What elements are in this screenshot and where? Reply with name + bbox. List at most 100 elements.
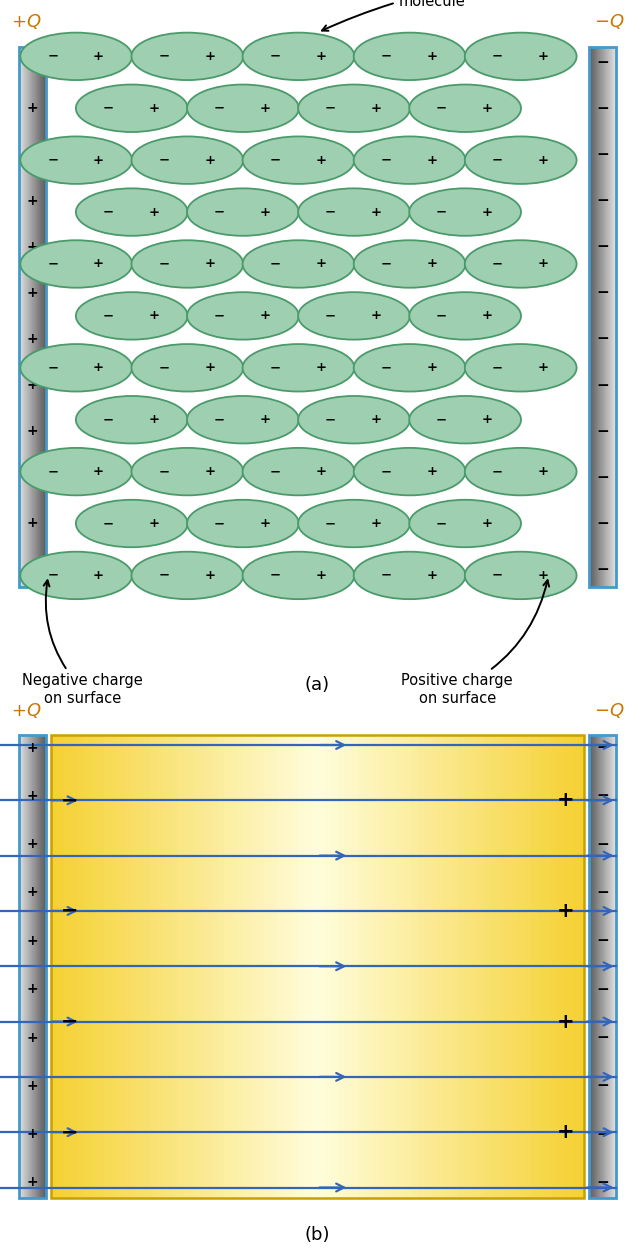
Ellipse shape: [298, 292, 410, 340]
Bar: [177, 735, 184, 1198]
Bar: [64, 735, 70, 1198]
Text: +: +: [27, 55, 38, 69]
Text: −: −: [380, 154, 392, 166]
Text: +: +: [149, 414, 159, 426]
Text: +: +: [27, 332, 38, 346]
Text: +: +: [27, 516, 38, 530]
Bar: [438, 735, 444, 1198]
Text: +: +: [27, 789, 38, 802]
Ellipse shape: [76, 189, 188, 236]
Text: +: +: [538, 154, 549, 166]
Text: −: −: [436, 310, 447, 322]
Text: −: −: [596, 55, 609, 70]
Bar: [497, 735, 504, 1198]
Text: −: −: [596, 1175, 609, 1190]
Bar: [431, 735, 438, 1198]
Ellipse shape: [409, 292, 521, 340]
Ellipse shape: [465, 32, 577, 80]
Text: −: −: [596, 1126, 609, 1141]
Text: +: +: [556, 1011, 574, 1031]
Text: −: −: [596, 378, 609, 392]
Text: −: −: [596, 934, 609, 949]
Bar: [451, 735, 457, 1198]
Bar: [457, 735, 464, 1198]
Text: −: −: [491, 465, 503, 478]
Bar: [271, 735, 277, 1198]
Text: −: −: [596, 192, 609, 208]
Text: +: +: [204, 50, 215, 62]
Text: +: +: [93, 50, 104, 62]
Ellipse shape: [187, 292, 299, 340]
Bar: [531, 735, 537, 1198]
Text: −: −: [47, 154, 58, 166]
Ellipse shape: [298, 85, 410, 132]
Bar: [491, 735, 497, 1198]
Ellipse shape: [187, 189, 299, 236]
Bar: [150, 735, 157, 1198]
Text: +: +: [27, 1030, 38, 1045]
Ellipse shape: [354, 344, 465, 391]
Bar: [277, 735, 284, 1198]
Text: −: −: [436, 205, 447, 219]
Text: −: −: [214, 310, 225, 322]
Text: −: −: [596, 285, 609, 300]
Ellipse shape: [298, 189, 410, 236]
Bar: [251, 735, 258, 1198]
Text: −: −: [325, 101, 336, 115]
Text: +: +: [204, 361, 215, 374]
Ellipse shape: [354, 551, 465, 599]
Ellipse shape: [465, 136, 577, 184]
Bar: [384, 735, 391, 1198]
Text: −: −: [491, 569, 503, 582]
Text: −: −: [596, 424, 609, 439]
Text: −: −: [380, 569, 392, 582]
Ellipse shape: [76, 500, 188, 548]
Bar: [91, 735, 97, 1198]
Text: (b): (b): [305, 1226, 330, 1244]
Text: −: −: [596, 885, 609, 900]
Ellipse shape: [465, 240, 577, 288]
Text: −: −: [325, 205, 336, 219]
Text: −: −: [380, 361, 392, 374]
Text: $+Q$: $+Q$: [11, 11, 41, 31]
Ellipse shape: [131, 344, 243, 391]
Text: +: +: [204, 569, 215, 582]
Text: −: −: [596, 470, 609, 485]
Text: +: +: [93, 465, 104, 478]
Bar: [504, 735, 511, 1198]
Text: +: +: [556, 1122, 574, 1142]
Text: −: −: [596, 836, 609, 851]
Text: +: +: [482, 310, 493, 322]
Text: +: +: [538, 50, 549, 62]
Text: −: −: [61, 1122, 79, 1142]
Bar: [84, 735, 91, 1198]
Text: +: +: [371, 205, 382, 219]
Bar: [464, 735, 471, 1198]
Ellipse shape: [131, 32, 243, 80]
Bar: [544, 735, 551, 1198]
Ellipse shape: [243, 32, 354, 80]
Bar: [551, 735, 558, 1198]
Bar: [97, 735, 104, 1198]
Bar: [258, 735, 264, 1198]
Text: +: +: [538, 258, 549, 270]
Text: −: −: [380, 258, 392, 270]
Bar: [211, 735, 217, 1198]
Text: −: −: [214, 518, 225, 530]
Text: +: +: [27, 885, 38, 900]
Bar: [117, 735, 124, 1198]
Bar: [197, 735, 204, 1198]
Bar: [417, 735, 424, 1198]
Ellipse shape: [354, 240, 465, 288]
Text: −: −: [380, 465, 392, 478]
Text: +: +: [371, 310, 382, 322]
Ellipse shape: [465, 344, 577, 391]
Bar: [137, 735, 144, 1198]
Text: +: +: [27, 982, 38, 996]
Text: −: −: [103, 101, 114, 115]
Text: −: −: [436, 518, 447, 530]
Text: −: −: [103, 518, 114, 530]
Text: +: +: [482, 101, 493, 115]
Text: −: −: [214, 414, 225, 426]
Bar: [424, 735, 431, 1198]
